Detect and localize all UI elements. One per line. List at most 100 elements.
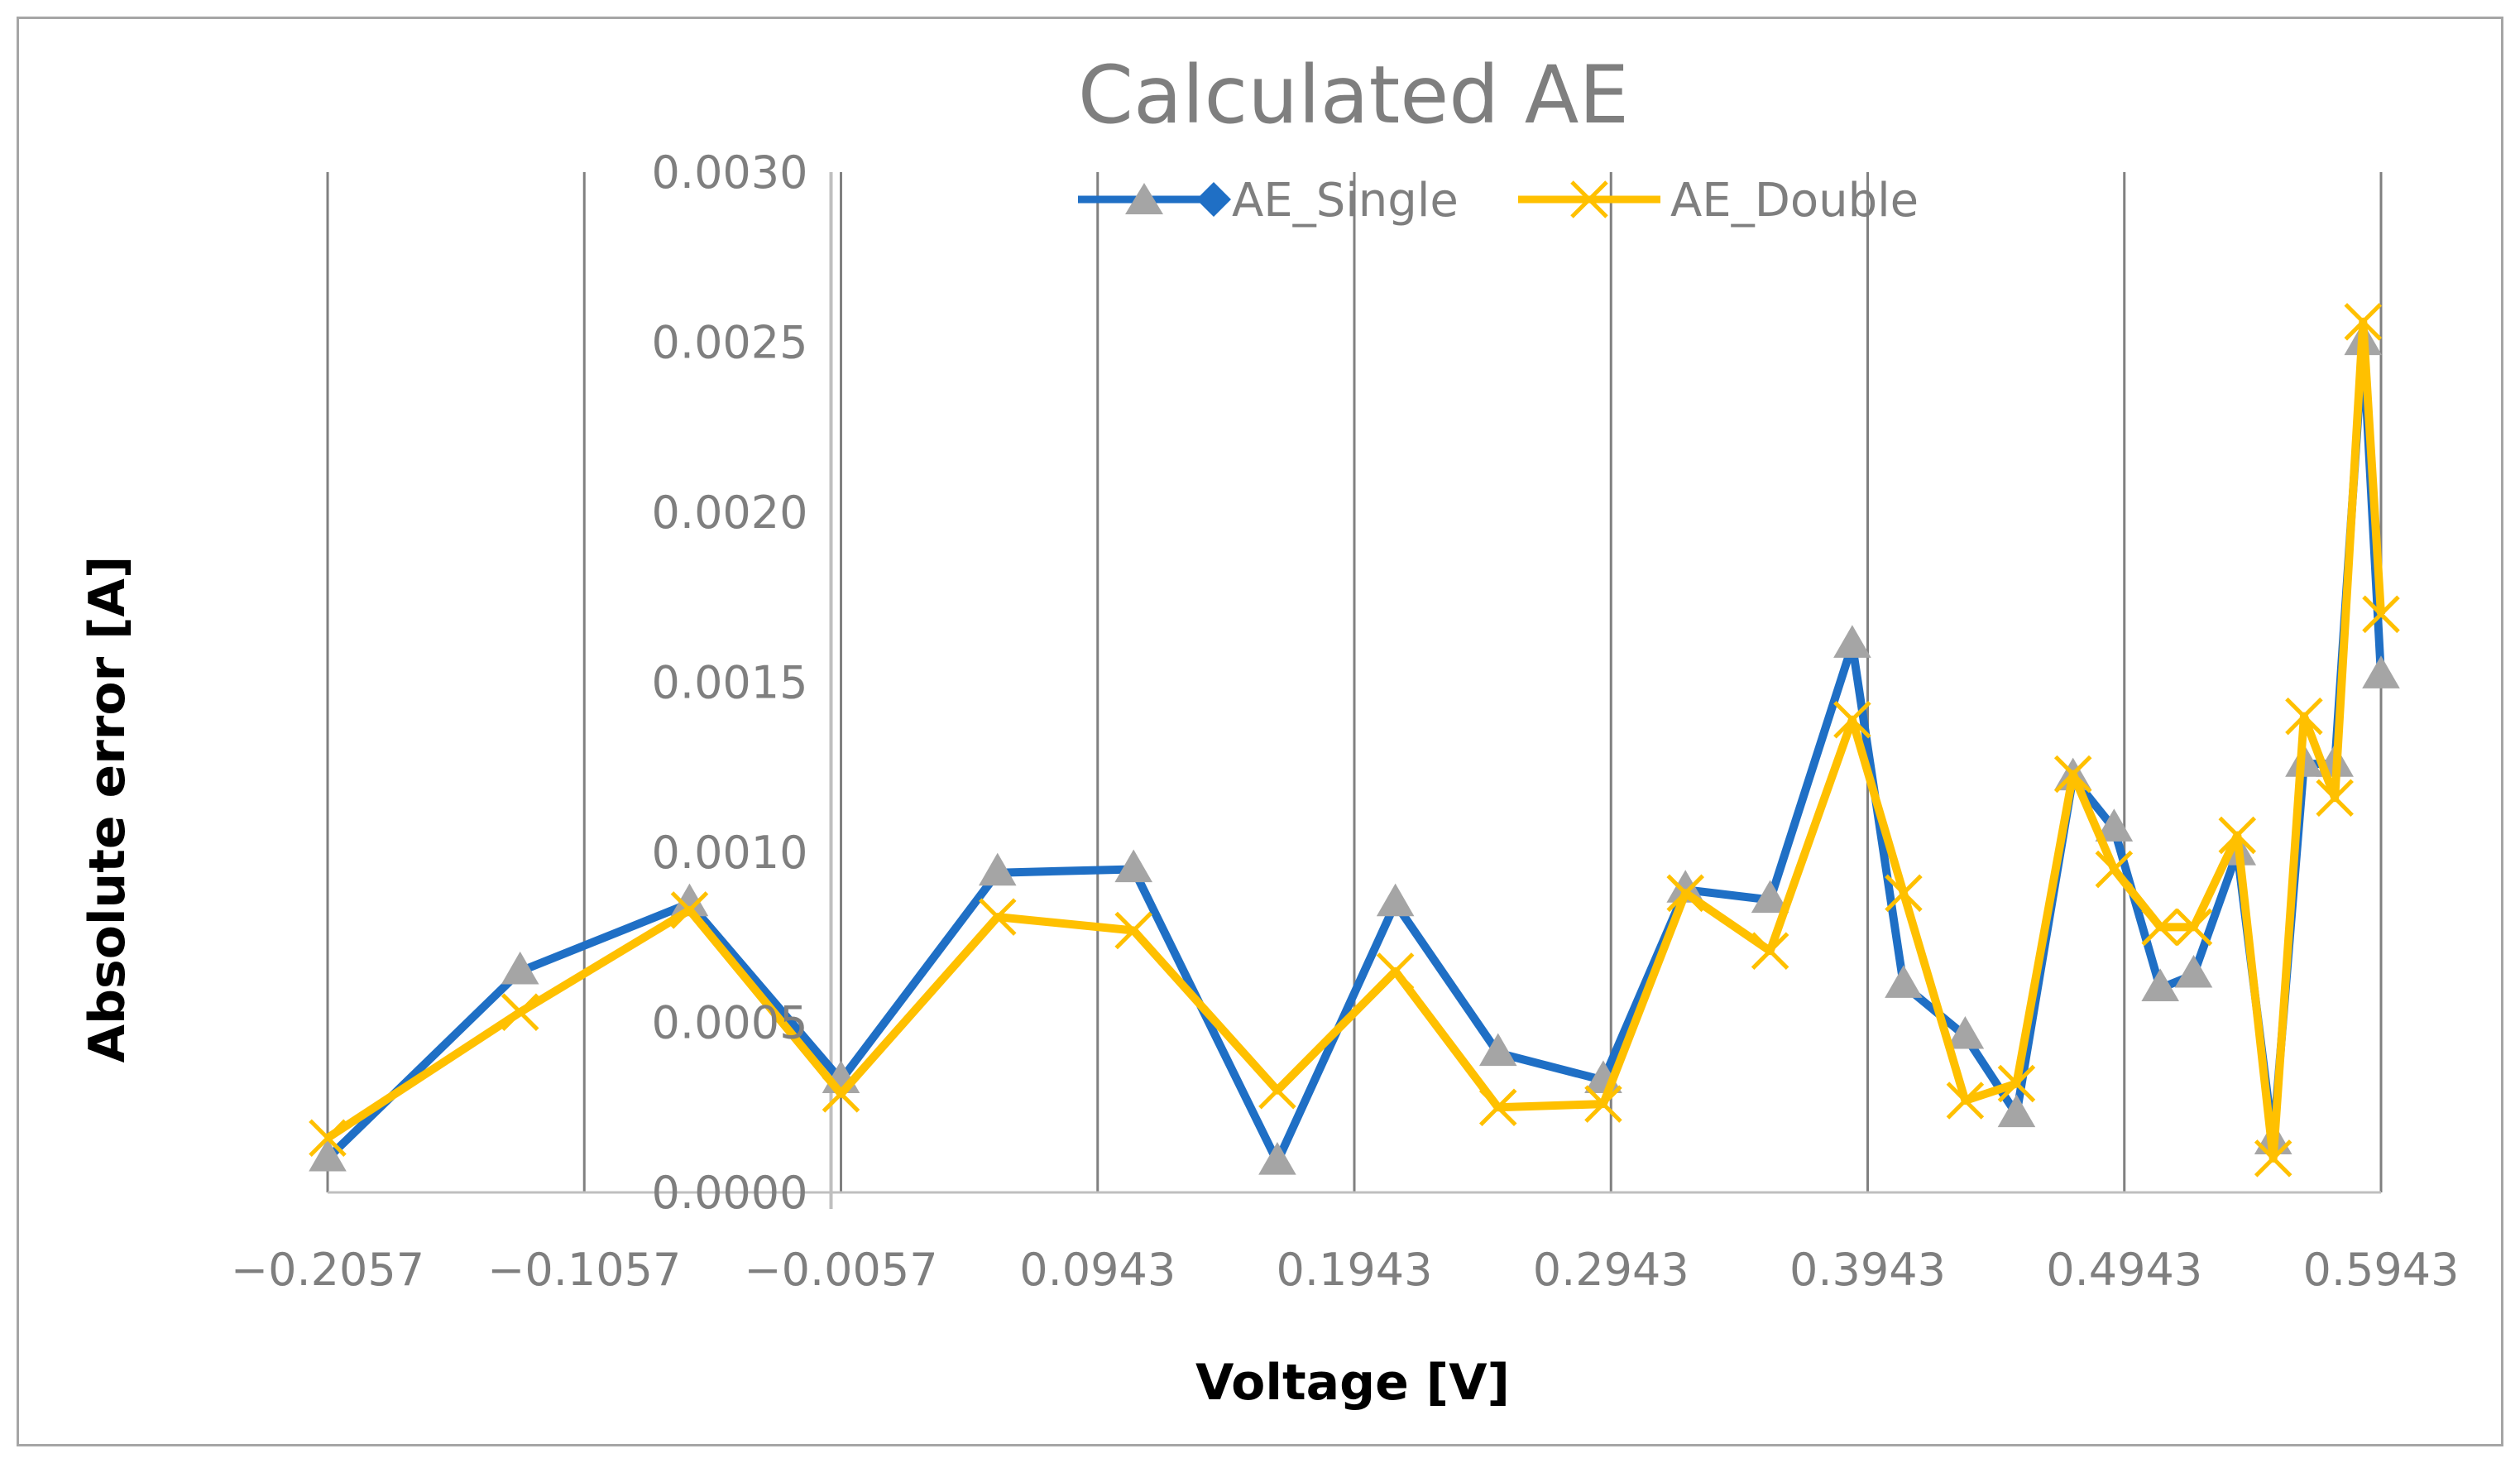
chart-frame: −0.2057 −0.1057 −0.0057 0.0943 0.1943 0.2943 0… <box>17 17 2503 1446</box>
chart-title: Calculated AE <box>1078 49 1629 142</box>
y-tick-label: 0.0010 <box>652 827 808 879</box>
x-tick-label: 0.5943 <box>2303 1244 2460 1296</box>
y-tick-label: 0.0005 <box>652 997 808 1049</box>
series-layer <box>309 303 2400 1178</box>
data-point-x-stroke <box>1885 874 1923 913</box>
data-point-triangle <box>1946 1015 1985 1049</box>
data-point-x <box>2362 595 2400 634</box>
data-point-x-stroke <box>2344 303 2383 341</box>
data-point-x-stroke <box>2095 850 2134 889</box>
y-tick-label: 0.0000 <box>652 1167 808 1219</box>
data-point-x-stroke <box>2316 779 2354 818</box>
x-tick-label: 0.1943 <box>1277 1244 1433 1296</box>
data-point-triangle <box>1833 625 1871 658</box>
data-point-x-stroke <box>2218 816 2257 855</box>
data-point-triangle <box>1666 870 1705 903</box>
data-point-x <box>822 1075 860 1113</box>
data-point-x-stroke <box>2053 755 2092 794</box>
data-point-x <box>1258 1071 1296 1110</box>
data-point-x-stroke <box>670 891 709 929</box>
data-point-x <box>1478 1088 1517 1127</box>
data-point-triangle <box>1258 1142 1296 1175</box>
x-tick-label: 0.0943 <box>1019 1244 1176 1296</box>
data-point-triangle <box>670 883 709 917</box>
data-point-x <box>2141 908 2179 947</box>
legend: AE_Single AE_Double <box>1078 174 1919 228</box>
x-tick-label: 0.3943 <box>1789 1244 1946 1296</box>
data-point-x-stroke <box>2362 595 2400 634</box>
data-point-triangle <box>2174 954 2213 988</box>
legend-item-ae-double: AE_Double <box>1518 174 1919 228</box>
x-tick-label: −0.2057 <box>231 1244 424 1296</box>
axes <box>328 172 2381 1209</box>
data-point-x-stroke <box>1376 952 1415 991</box>
data-point-x <box>2174 908 2213 947</box>
y-tick-label: 0.0025 <box>652 317 808 369</box>
data-point-triangle <box>978 852 1017 886</box>
legend-label-ae-single: AE_Single <box>1232 174 1459 228</box>
data-point-x <box>2285 697 2323 736</box>
data-point-x-stroke <box>1946 1082 1985 1120</box>
data-point-x <box>670 891 709 929</box>
data-point-x <box>1376 952 1415 991</box>
data-point-x <box>2316 779 2354 818</box>
data-point-x <box>1114 911 1152 950</box>
x-tick-label: 0.2943 <box>1533 1244 1689 1296</box>
data-point-triangle <box>1114 849 1152 883</box>
data-point-x-stroke <box>2285 697 2323 736</box>
data-point-x-stroke <box>2141 908 2179 947</box>
data-point-x-stroke <box>1258 1071 1296 1110</box>
data-point-triangle <box>1997 1094 2036 1128</box>
data-point-x-stroke <box>978 898 1017 936</box>
data-point-x <box>1751 932 1789 970</box>
data-point-x <box>2344 303 2383 341</box>
chart-svg: −0.2057 −0.1057 −0.0057 0.0943 0.1943 0.2943 0… <box>79 49 2460 1412</box>
data-point-x <box>2095 850 2134 889</box>
data-point-triangle <box>2141 968 2179 1001</box>
data-point-x-stroke <box>822 1075 860 1113</box>
data-point-triangle <box>1376 883 1415 917</box>
tick-labels: −0.2057 −0.1057 −0.0057 0.0943 0.1943 0.2943 0… <box>231 146 2460 1296</box>
data-point-triangle <box>1885 965 1923 998</box>
data-point-triangle <box>501 951 539 985</box>
data-point-x <box>309 1119 347 1158</box>
x-tick-label: 0.4943 <box>2046 1244 2202 1296</box>
data-point-x <box>1584 1085 1622 1123</box>
y-tick-label: 0.0015 <box>652 657 808 709</box>
data-point-triangle <box>2362 655 2400 688</box>
data-point-x <box>2218 816 2257 855</box>
data-point-x <box>2254 1139 2292 1178</box>
data-point-x-stroke <box>2174 908 2213 947</box>
data-point-x <box>1997 1064 2036 1103</box>
x-tick-label: −0.0057 <box>744 1244 937 1296</box>
data-point-x-stroke <box>1751 932 1789 970</box>
legend-triangle-marker <box>1125 183 1163 214</box>
data-point-triangle <box>2095 808 2134 842</box>
legend-item-ae-single: AE_Single <box>1078 174 1459 228</box>
data-point-x-stroke <box>1114 911 1152 950</box>
legend-x-marker <box>1570 180 1608 218</box>
y-tick-label: 0.0020 <box>652 487 808 539</box>
x-axis-title: Voltage [V] <box>1195 1354 1510 1412</box>
legend-diamond-marker <box>1196 182 1231 217</box>
legend-label-ae-double: AE_Double <box>1670 174 1919 228</box>
data-point-x-stroke <box>1584 1085 1622 1123</box>
data-point-x-stroke <box>501 993 539 1031</box>
data-point-x <box>1885 874 1923 913</box>
data-point-x <box>1946 1082 1985 1120</box>
data-point-x <box>501 993 539 1031</box>
data-point-x <box>1666 874 1704 913</box>
data-point-x <box>1833 700 1871 739</box>
data-point-triangle <box>1751 880 1789 914</box>
y-tick-label: 0.0030 <box>652 146 808 199</box>
data-point-x-stroke <box>1833 700 1871 739</box>
y-axis-title: Absolute error [A] <box>79 556 137 1063</box>
x-tick-label: −0.1057 <box>487 1244 681 1296</box>
series-line-ae-double <box>325 317 2385 1163</box>
data-point-triangle <box>309 1138 347 1172</box>
data-point-x-stroke <box>1666 874 1704 913</box>
data-point-triangle <box>1478 1033 1517 1067</box>
data-point-x <box>978 898 1017 936</box>
data-point-x <box>2053 755 2092 794</box>
data-point-x-stroke <box>2254 1139 2292 1178</box>
